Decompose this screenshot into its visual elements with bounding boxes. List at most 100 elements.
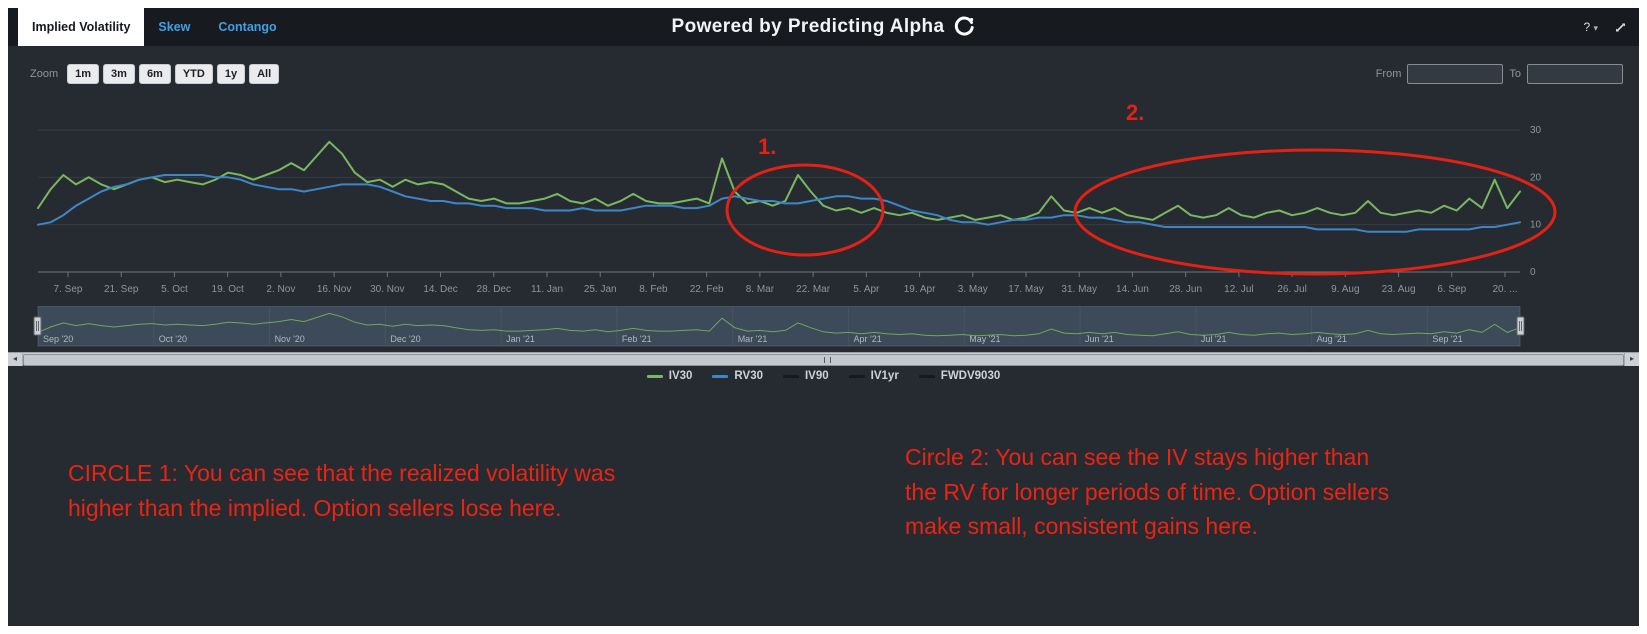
x-axis-label: 12. Jul	[1224, 284, 1253, 295]
annotation-circle-label-2: 2.	[1126, 100, 1144, 125]
x-axis-label: 8. Feb	[639, 284, 668, 295]
navigator-series	[37, 312, 1521, 337]
annotation-circle-2	[1073, 148, 1557, 276]
x-axis-label: 14. Jun	[1116, 284, 1149, 295]
scrollbar-thumb[interactable]	[23, 354, 1624, 366]
x-axis-label: 25. Jan	[584, 284, 617, 295]
legend-label: IV90	[804, 370, 829, 382]
tab-implied-volatility[interactable]: Implied Volatility	[18, 8, 145, 46]
legend-item-iv1yr[interactable]: IV1yr	[848, 370, 899, 382]
navigator-month-label: Jan '21	[506, 334, 535, 344]
annotation-circle-label-1: 1.	[758, 134, 776, 159]
x-axis-label: 7. Sep	[54, 284, 83, 295]
help-icon: ?	[1583, 20, 1591, 34]
chevron-down-icon: ▾	[1593, 23, 1598, 33]
legend-marker	[848, 374, 865, 378]
navigator-month-label: Oct '20	[159, 334, 187, 344]
predicting-alpha-logo-icon	[953, 16, 975, 38]
help-menu[interactable]: ? ▾	[1583, 20, 1598, 34]
main-chart[interactable]: 0 10 20 30 7. Sep 21. Sep 5. Oct 19. Oct 2. Nov 1…	[8, 96, 1639, 302]
x-axis-label: 11. Jan	[531, 284, 563, 295]
tab-bar: Implied Volatility Skew Contango	[18, 8, 291, 46]
x-axis-label: 14. Dec	[423, 284, 457, 295]
navigator-region: Sep '20 Oct '20 Nov '20 Dec '20 Jan '21 Feb '…	[8, 305, 1639, 352]
navigator-month-label: Apr '21	[853, 334, 881, 344]
x-axis-label: 30. Nov	[370, 284, 404, 295]
y-axis-label: 0	[1530, 267, 1536, 278]
x-axis-label: 3. May	[958, 284, 988, 295]
x-axis-label: 23. Aug	[1382, 284, 1416, 295]
to-label: To	[1509, 68, 1521, 80]
legend-label: RV30	[734, 370, 763, 382]
legend-item-fwdv9030[interactable]: FWDV9030	[918, 370, 1001, 382]
zoom-button-ytd[interactable]: YTD	[174, 64, 213, 84]
note-line: higher than the implied. Option sellers …	[68, 494, 562, 521]
x-axis-label: 21. Sep	[104, 284, 139, 295]
navigator-month-label: Aug '21	[1317, 334, 1347, 344]
navigator-month-label: Nov '20	[275, 334, 305, 344]
note-line: CIRCLE 1: You can see that the realized …	[68, 460, 616, 486]
x-axis-label: 9. Aug	[1331, 284, 1359, 295]
x-axis-label: 28. Dec	[477, 284, 511, 295]
tab-contango[interactable]: Contango	[218, 20, 277, 34]
date-range-toolbar: From To	[1376, 64, 1623, 84]
x-axis-label: 19. Apr	[904, 284, 936, 295]
annotation-note-circle1: CIRCLE 1: You can see that the realized …	[68, 456, 615, 525]
tab-skew[interactable]: Skew	[158, 20, 191, 34]
x-axis-label: 6. Sep	[1437, 284, 1466, 295]
volatility-dashboard: Implied Volatility Skew Contango Powered b…	[8, 8, 1639, 626]
legend-item-iv90[interactable]: IV90	[782, 370, 829, 382]
to-date-input[interactable]	[1527, 64, 1623, 84]
y-axis-label: 30	[1530, 125, 1542, 136]
annotation-note-circle2: Circle 2: You can see the IV stays highe…	[905, 440, 1389, 544]
zoom-button-6m[interactable]: 6m	[138, 64, 171, 84]
legend-label: FWDV9030	[940, 370, 1001, 382]
scroll-right-arrow[interactable]: ▸	[1624, 353, 1639, 366]
navigator-month-label: Dec '20	[390, 334, 420, 344]
navigator[interactable]: Sep '20 Oct '20 Nov '20 Dec '20 Jan '21 Feb '…	[8, 305, 1639, 352]
chart-region: 0 10 20 30 7. Sep 21. Sep 5. Oct 19. Oct 2. Nov 1…	[8, 96, 1639, 302]
x-axis-label: 20. ...	[1492, 284, 1517, 295]
zoom-toolbar: Zoom 1m 3m 6m YTD 1y All	[30, 64, 280, 84]
navigator-month-label: Jun '21	[1085, 334, 1114, 344]
topbar: Implied Volatility Skew Contango Powered b…	[8, 8, 1639, 46]
from-date-input[interactable]	[1407, 64, 1504, 84]
zoom-button-3m[interactable]: 3m	[103, 64, 135, 84]
navigator-month-label: Mar '21	[738, 334, 768, 344]
legend-marker	[646, 374, 663, 378]
x-axis-label: 2. Nov	[266, 284, 295, 295]
legend-item-rv30[interactable]: RV30	[712, 370, 763, 382]
x-axis-label: 19. Oct	[212, 284, 244, 295]
y-axis-label: 20	[1530, 172, 1542, 183]
scroll-left-arrow[interactable]: ◂	[8, 353, 23, 366]
nav-handle-left[interactable]	[33, 316, 42, 336]
x-axis-label: 22. Feb	[690, 284, 724, 295]
navigator-month-label: Feb '21	[622, 334, 652, 344]
zoom-button-1m[interactable]: 1m	[67, 64, 100, 84]
legend-marker	[782, 374, 799, 378]
note-line: make small, consistent gains here.	[905, 513, 1258, 539]
note-line: the RV for longer periods of time. Optio…	[905, 478, 1390, 505]
navigator-mask	[38, 306, 1520, 346]
from-label: From	[1375, 68, 1402, 80]
x-axis-label: 22. Mar	[796, 284, 831, 295]
zoom-buttons: 1m 3m 6m YTD 1y All	[67, 64, 280, 84]
zoom-button-1y[interactable]: 1y	[216, 64, 246, 84]
series-rv30	[37, 174, 1521, 233]
legend-item-iv30[interactable]: IV30	[646, 370, 693, 382]
legend-label: IV1yr	[870, 370, 899, 382]
zoom-button-all[interactable]: All	[249, 64, 280, 84]
scrollbar-grip	[823, 357, 831, 363]
legend-marker	[712, 374, 729, 378]
nav-handle-right[interactable]	[1516, 316, 1525, 336]
fullscreen-icon[interactable]	[1614, 21, 1627, 34]
navigator-month-label: Sep '21	[1432, 334, 1462, 344]
navigator-month-label: May '21	[969, 334, 1000, 344]
x-axis-label: 17. May	[1008, 284, 1044, 295]
legend-label: IV30	[668, 370, 693, 382]
chart-legend: IV30 RV30 IV90 IV1yr FWDV9030	[8, 370, 1639, 382]
x-axis-label: 5. Apr	[853, 284, 880, 295]
scrollbar[interactable]: ◂ ▸	[8, 352, 1639, 366]
legend-marker	[918, 374, 935, 378]
